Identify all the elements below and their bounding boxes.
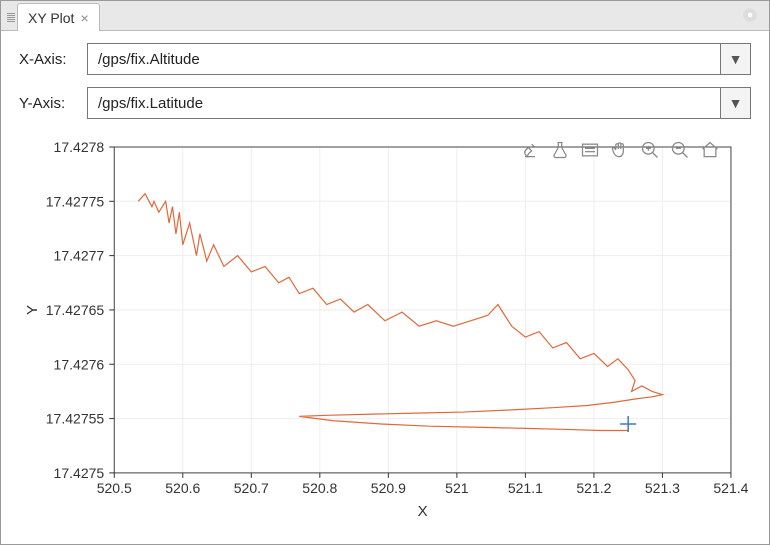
svg-text:17.4276: 17.4276: [54, 356, 105, 372]
gear-icon[interactable]: [741, 6, 759, 27]
chevron-down-icon[interactable]: ▼: [720, 44, 750, 74]
x-axis-row: X-Axis: ▼: [19, 43, 751, 75]
x-axis-input[interactable]: [87, 43, 751, 75]
close-icon[interactable]: ×: [80, 10, 88, 26]
svg-text:521: 521: [445, 480, 469, 496]
svg-text:Y: Y: [24, 305, 41, 315]
zoom-in-icon[interactable]: [639, 139, 661, 161]
y-axis-label: Y-Axis:: [19, 95, 77, 112]
y-axis-select[interactable]: ▼: [87, 87, 751, 119]
home-icon[interactable]: [699, 139, 721, 161]
drag-grip-icon[interactable]: [7, 4, 15, 30]
svg-text:X: X: [418, 503, 428, 520]
flask-icon[interactable]: [549, 139, 571, 161]
y-axis-input[interactable]: [87, 87, 751, 119]
zoom-out-icon[interactable]: [669, 139, 691, 161]
x-axis-select[interactable]: ▼: [87, 43, 751, 75]
plot-toolbar: [519, 139, 721, 161]
chevron-down-icon[interactable]: ▼: [720, 88, 750, 118]
tab-bar: XY Plot ×: [1, 1, 769, 31]
svg-text:520.7: 520.7: [234, 480, 269, 496]
microscope-icon[interactable]: [519, 139, 541, 161]
xy-plot[interactable]: 520.5 520.6 520.7 520.8 520.9 521 521.1 521.2 52…: [19, 131, 751, 534]
svg-text:520.9: 520.9: [371, 480, 406, 496]
svg-text:17.4278: 17.4278: [54, 139, 105, 155]
svg-text:520.6: 520.6: [165, 480, 200, 496]
svg-text:521.4: 521.4: [713, 480, 748, 496]
plot-area: 520.5 520.6 520.7 520.8 520.9 521 521.1 521.2 52…: [19, 131, 751, 534]
panel-body: X-Axis: ▼ Y-Axis: ▼ 520.5 520.6 520.7 520.8…: [1, 31, 769, 544]
pan-icon[interactable]: [609, 139, 631, 161]
svg-text:521.1: 521.1: [508, 480, 543, 496]
svg-text:521.2: 521.2: [576, 480, 611, 496]
y-axis-row: Y-Axis: ▼: [19, 87, 751, 119]
svg-text:17.42765: 17.42765: [46, 302, 105, 318]
app-window: XY Plot × X-Axis: ▼ Y-Axis: ▼ 520.5 520.6…: [0, 0, 770, 545]
svg-text:17.42775: 17.42775: [46, 193, 105, 209]
svg-text:17.4277: 17.4277: [54, 248, 105, 264]
svg-text:520.8: 520.8: [302, 480, 337, 496]
svg-text:520.5: 520.5: [97, 480, 132, 496]
tab-xy-plot[interactable]: XY Plot ×: [17, 3, 100, 31]
legend-icon[interactable]: [579, 139, 601, 161]
tab-title: XY Plot: [28, 10, 74, 26]
svg-text:17.42755: 17.42755: [46, 411, 105, 427]
svg-text:521.3: 521.3: [645, 480, 680, 496]
svg-text:17.4275: 17.4275: [54, 465, 105, 481]
x-axis-label: X-Axis:: [19, 51, 77, 68]
